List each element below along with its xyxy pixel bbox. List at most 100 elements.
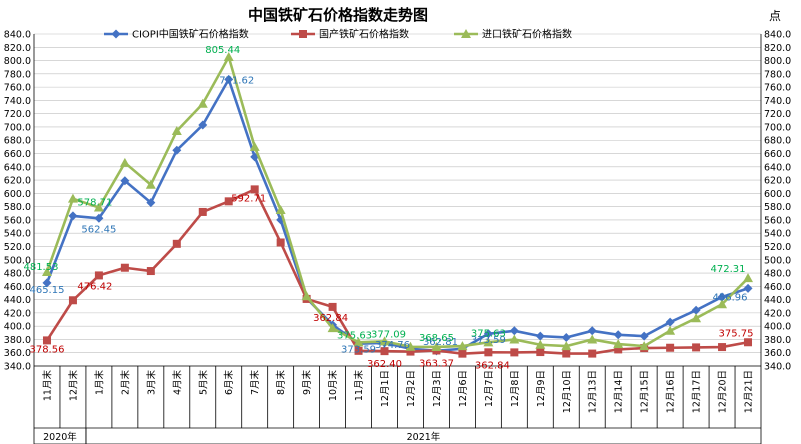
- data-point: [691, 305, 701, 315]
- y-tick-label-right: 580.0: [764, 202, 791, 213]
- y-tick-label-left: 400.0: [4, 322, 31, 333]
- year-group-label: 2020年: [43, 431, 77, 443]
- y-tick-label-right: 540.0: [764, 229, 791, 240]
- y-tick-label-right: 480.0: [764, 269, 791, 280]
- x-tick-label: 11月末: [41, 370, 53, 402]
- data-label: 476.42: [77, 281, 112, 292]
- y-tick-label-left: 700.0: [4, 122, 31, 133]
- y-tick-label-left: 740.0: [4, 96, 31, 107]
- data-point: [198, 120, 208, 130]
- data-point: [639, 331, 649, 341]
- data-label: 362.40: [367, 359, 402, 370]
- legend-label: 进口铁矿石价格指数: [482, 28, 572, 41]
- data-point: [639, 341, 650, 351]
- y-tick-label-right: 400.0: [764, 322, 791, 333]
- data-label: 377.09: [371, 329, 406, 340]
- data-point: [458, 349, 467, 358]
- x-tick-label: 6月末: [223, 370, 235, 396]
- data-point: [146, 267, 155, 276]
- data-point: [119, 157, 130, 167]
- x-tick-label: 12月10日: [562, 370, 573, 413]
- y-tick-label-right: 360.0: [764, 348, 791, 359]
- y-tick-label-left: 340.0: [4, 362, 31, 373]
- data-point: [42, 336, 51, 345]
- data-point: [509, 326, 519, 336]
- data-label: 472.31: [711, 264, 746, 275]
- data-label: 578.71: [77, 197, 112, 208]
- data-label: 375.63: [471, 328, 506, 339]
- chart-title: 中国铁矿石价格指数走势图: [248, 6, 428, 24]
- data-point: [172, 145, 182, 155]
- data-point: [405, 341, 416, 351]
- legend-label: 国产铁矿石价格指数: [319, 28, 409, 41]
- data-point: [431, 341, 442, 351]
- data-point: [250, 152, 260, 162]
- data-point: [68, 296, 77, 305]
- data-point: [717, 292, 727, 302]
- data-label: 362.84: [475, 360, 510, 371]
- data-point: [483, 329, 493, 339]
- data-point: [665, 317, 675, 327]
- y-tick-label-left: 520.0: [4, 242, 31, 253]
- data-label: 373.59: [341, 345, 376, 356]
- legend: CIOPI中国铁矿石价格指数 国产铁矿石价格指数 进口铁矿石价格指数: [104, 28, 572, 41]
- data-label: 481.53: [23, 262, 58, 273]
- data-point: [41, 267, 52, 277]
- data-point: [535, 331, 545, 341]
- y-tick-label-right: 640.0: [764, 162, 791, 173]
- data-point: [120, 176, 130, 186]
- data-point: [224, 197, 233, 206]
- data-point: [509, 334, 520, 344]
- data-point: [614, 345, 623, 354]
- y-tick-label-left: 840.0: [4, 30, 31, 41]
- data-point: [665, 325, 676, 335]
- y-tick-label-left: 420.0: [4, 308, 31, 319]
- data-point: [223, 51, 234, 61]
- data-point: [510, 348, 519, 357]
- series-line: [45, 188, 749, 355]
- y-tick-label-left: 440.0: [4, 295, 31, 306]
- x-tick-label: 5月末: [197, 370, 209, 396]
- data-label: 465.15: [29, 285, 64, 296]
- data-label: 375.75: [719, 328, 754, 339]
- data-label: 374.76: [375, 340, 410, 351]
- data-point: [276, 238, 285, 247]
- y-tick-label-left: 580.0: [4, 202, 31, 213]
- data-point: [691, 313, 702, 323]
- data-point: [198, 207, 207, 216]
- data-point: [588, 349, 597, 358]
- x-tick-label: 11月末: [353, 370, 365, 402]
- x-tick-label: 12月15日: [640, 370, 651, 413]
- data-point: [536, 348, 545, 357]
- y-tick-label-right: 340.0: [764, 362, 791, 373]
- data-point: [380, 347, 389, 356]
- y-tick-label-right: 380.0: [764, 335, 791, 346]
- y-tick-label-right: 680.0: [764, 136, 791, 147]
- y-tick-label-right: 600.0: [764, 189, 791, 200]
- data-label: 363.37: [419, 358, 454, 369]
- data-point: [718, 343, 727, 352]
- x-tick-label: 8月末: [275, 370, 287, 396]
- data-label: 456.96: [713, 292, 748, 303]
- data-label: 378.56: [29, 344, 64, 355]
- data-point: [561, 341, 572, 351]
- year-group-label: 2021年: [407, 431, 441, 443]
- x-tick-label: 12月6日: [458, 370, 469, 407]
- x-tick-label: 12月16日: [666, 370, 677, 413]
- data-point: [94, 271, 103, 280]
- y-tick-label-right: 800.0: [764, 56, 791, 67]
- data-label: 362.84: [313, 313, 348, 324]
- legend-label: CIOPI中国铁矿石价格指数: [132, 28, 249, 41]
- data-point: [67, 193, 78, 203]
- y-tick-label-left: 360.0: [4, 348, 31, 359]
- series-group: [41, 51, 754, 358]
- y-tick-label-right: 720.0: [764, 109, 791, 120]
- data-point: [354, 346, 363, 355]
- y-tick-label-left: 380.0: [4, 335, 31, 346]
- x-tick-label: 12月20日: [718, 370, 729, 413]
- y-tick-label-left: 500.0: [4, 255, 31, 266]
- data-point: [145, 179, 156, 189]
- y-tick-label-right: 520.0: [764, 242, 791, 253]
